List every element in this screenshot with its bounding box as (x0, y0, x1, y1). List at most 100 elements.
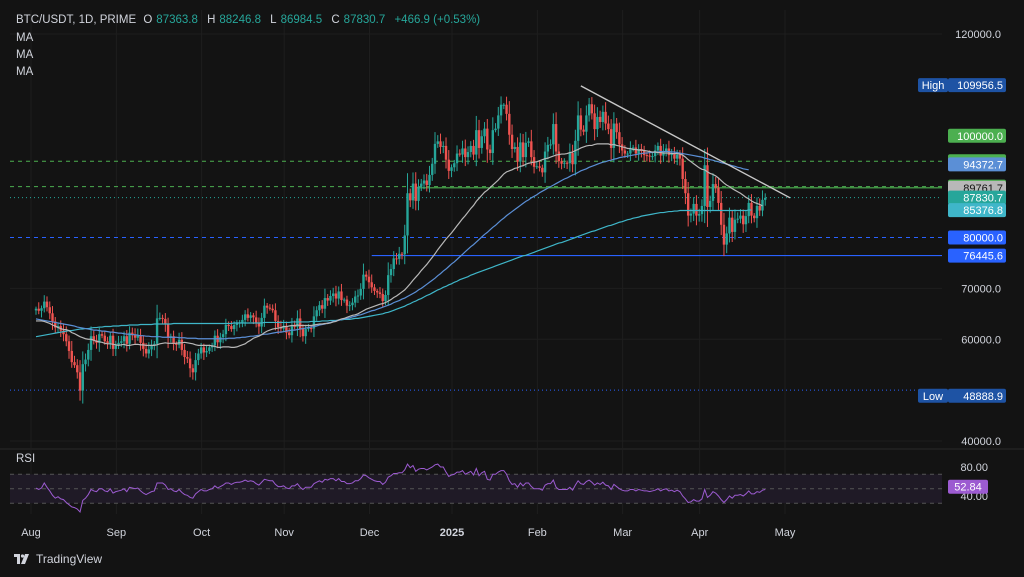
candle-body (450, 167, 453, 171)
candle-body (755, 205, 759, 219)
candle-body (557, 151, 561, 162)
candle-body (458, 153, 461, 155)
candle-body (153, 343, 156, 345)
x-tick-label: Dec (360, 527, 380, 539)
candle-body (651, 156, 654, 158)
tradingview-branding[interactable]: TradingView (14, 552, 102, 566)
candle-body (546, 144, 550, 152)
candle-body (400, 253, 404, 255)
candle-body (381, 293, 384, 302)
candle-body (590, 104, 594, 114)
candle-body (389, 269, 393, 276)
candle-body (298, 318, 302, 330)
candle-body (686, 193, 690, 216)
candle-body (736, 218, 739, 220)
price-badge-value: 80000.0 (963, 233, 1003, 245)
low-value: 86984.5 (280, 14, 323, 26)
candle-body (158, 317, 162, 319)
ma-legend-2[interactable]: MA (16, 49, 34, 61)
candle-body (62, 330, 65, 335)
candle-body (409, 193, 412, 201)
candle-body (739, 215, 742, 219)
candle-body (45, 301, 49, 308)
x-tick-label: Mar (613, 527, 632, 539)
candle-body (301, 329, 305, 337)
price-badge-bg (948, 248, 1006, 263)
candle-body (466, 152, 470, 158)
candle-body (312, 316, 316, 329)
candle-body (54, 321, 57, 328)
candle-body (491, 130, 494, 154)
close-label: C (331, 14, 340, 26)
candle-body (753, 215, 756, 219)
candle-body (758, 205, 761, 211)
candle-body (761, 199, 764, 211)
rsi-title[interactable]: RSI (16, 453, 36, 465)
candle-body (87, 349, 90, 360)
candle-body (249, 315, 252, 318)
candle-body (73, 362, 76, 366)
candle-body (549, 144, 552, 146)
moving-average-fast (36, 143, 763, 348)
price-tick-label: 40000.0 (961, 436, 1001, 448)
candle-body (742, 215, 745, 225)
candle-body (296, 318, 299, 328)
candle-body (398, 253, 401, 259)
candle-body (219, 337, 222, 343)
ma-legend-3[interactable]: MA (16, 66, 34, 78)
candle-body (98, 334, 101, 343)
high-value: 88246.8 (219, 14, 261, 26)
high-label: H (207, 14, 216, 26)
candle-body (81, 364, 84, 391)
candle-body (202, 347, 206, 353)
x-tick-label: Sep (107, 527, 127, 539)
candle-body (494, 128, 497, 131)
candle-body (634, 147, 638, 154)
candle-body (122, 336, 126, 342)
price-badge: Low 48888.9 (918, 388, 1006, 403)
candle-body (697, 214, 701, 216)
ma-legend-1[interactable]: MA (16, 32, 34, 44)
price-badge-bg (948, 128, 1006, 143)
candle-body (139, 335, 142, 343)
candle-body (125, 336, 129, 344)
candle-body (653, 150, 657, 157)
candle-body (618, 132, 621, 145)
candle-body (645, 155, 649, 157)
candle-body (246, 314, 250, 318)
candle-body (538, 166, 541, 168)
candle-body (367, 276, 371, 283)
candle-body (731, 217, 734, 232)
price-badge-value: 87830.7 (963, 193, 1003, 205)
candle-body (488, 149, 492, 154)
candle-body (92, 336, 95, 341)
price-badge-value: 85376.8 (963, 205, 1003, 217)
candle-body (387, 275, 390, 295)
candle-body (186, 357, 189, 359)
candle-body (521, 142, 525, 158)
close-value: 87830.7 (343, 14, 386, 26)
price-badge-value: 109956.5 (957, 80, 1003, 92)
price-badge-bg (948, 190, 1006, 205)
candle-body (334, 293, 338, 299)
candle-body (164, 318, 167, 325)
candle-body (117, 342, 120, 346)
low-label: L (270, 14, 277, 26)
moving-average-mid (35, 150, 749, 340)
candle-body (120, 341, 123, 343)
candle-body (703, 165, 706, 206)
candle-body (543, 151, 547, 173)
candle-body (764, 197, 767, 200)
candle-body (472, 145, 475, 155)
price-badge: 94372.7 (948, 157, 1006, 172)
candle-body (689, 213, 693, 216)
symbol-label[interactable]: BTC/USDT, 1D, PRIME (16, 14, 137, 26)
candle-body (180, 339, 184, 350)
candle-body (43, 301, 46, 309)
candle-body (510, 134, 514, 149)
candle-body (208, 347, 211, 351)
price-badge: 80000.0 (948, 230, 1006, 245)
